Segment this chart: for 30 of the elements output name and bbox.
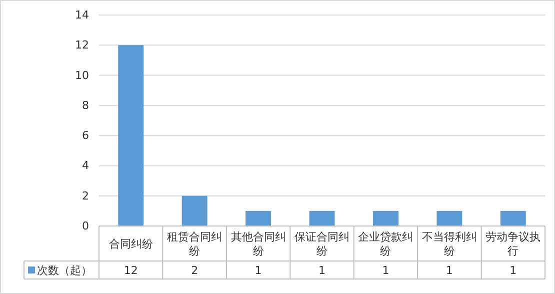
bar [246, 210, 272, 226]
y-tick-label: 6 [82, 129, 89, 142]
bar [436, 210, 462, 226]
legend-label: 次数（起） [37, 264, 92, 277]
bar [500, 210, 526, 226]
y-tick-label: 14 [75, 8, 89, 22]
data-label: 1 [382, 264, 390, 277]
y-tick-label: 2 [82, 189, 89, 202]
x-tick-label: 其他合同纠纷 [230, 230, 286, 258]
y-tick-label: 4 [82, 159, 89, 172]
data-label: 1 [254, 264, 262, 277]
data-label: 1 [446, 264, 453, 277]
data-label: 1 [318, 264, 326, 277]
data-label: 1 [510, 264, 517, 277]
x-tick-label: 不当得利纠纷 [422, 230, 477, 258]
data-label: 12 [124, 264, 138, 277]
x-tick-label: 企业贷款纠纷 [358, 230, 414, 258]
bar [372, 210, 398, 226]
x-tick-label: 租赁合同纠纷 [167, 230, 222, 258]
x-tick-label: 保证合同纠纷 [294, 230, 350, 258]
y-tick-label: 0 [82, 220, 89, 233]
bar [118, 45, 144, 226]
y-tick-label: 10 [75, 68, 89, 82]
x-tick-label: 合同纠纷 [108, 238, 153, 250]
y-tick-label: 8 [82, 98, 89, 112]
bar [309, 210, 335, 226]
x-tick-label: 劳动争议执行 [486, 230, 541, 258]
data-label: 2 [191, 264, 198, 277]
y-tick-label: 12 [75, 38, 89, 52]
bar [182, 196, 208, 226]
